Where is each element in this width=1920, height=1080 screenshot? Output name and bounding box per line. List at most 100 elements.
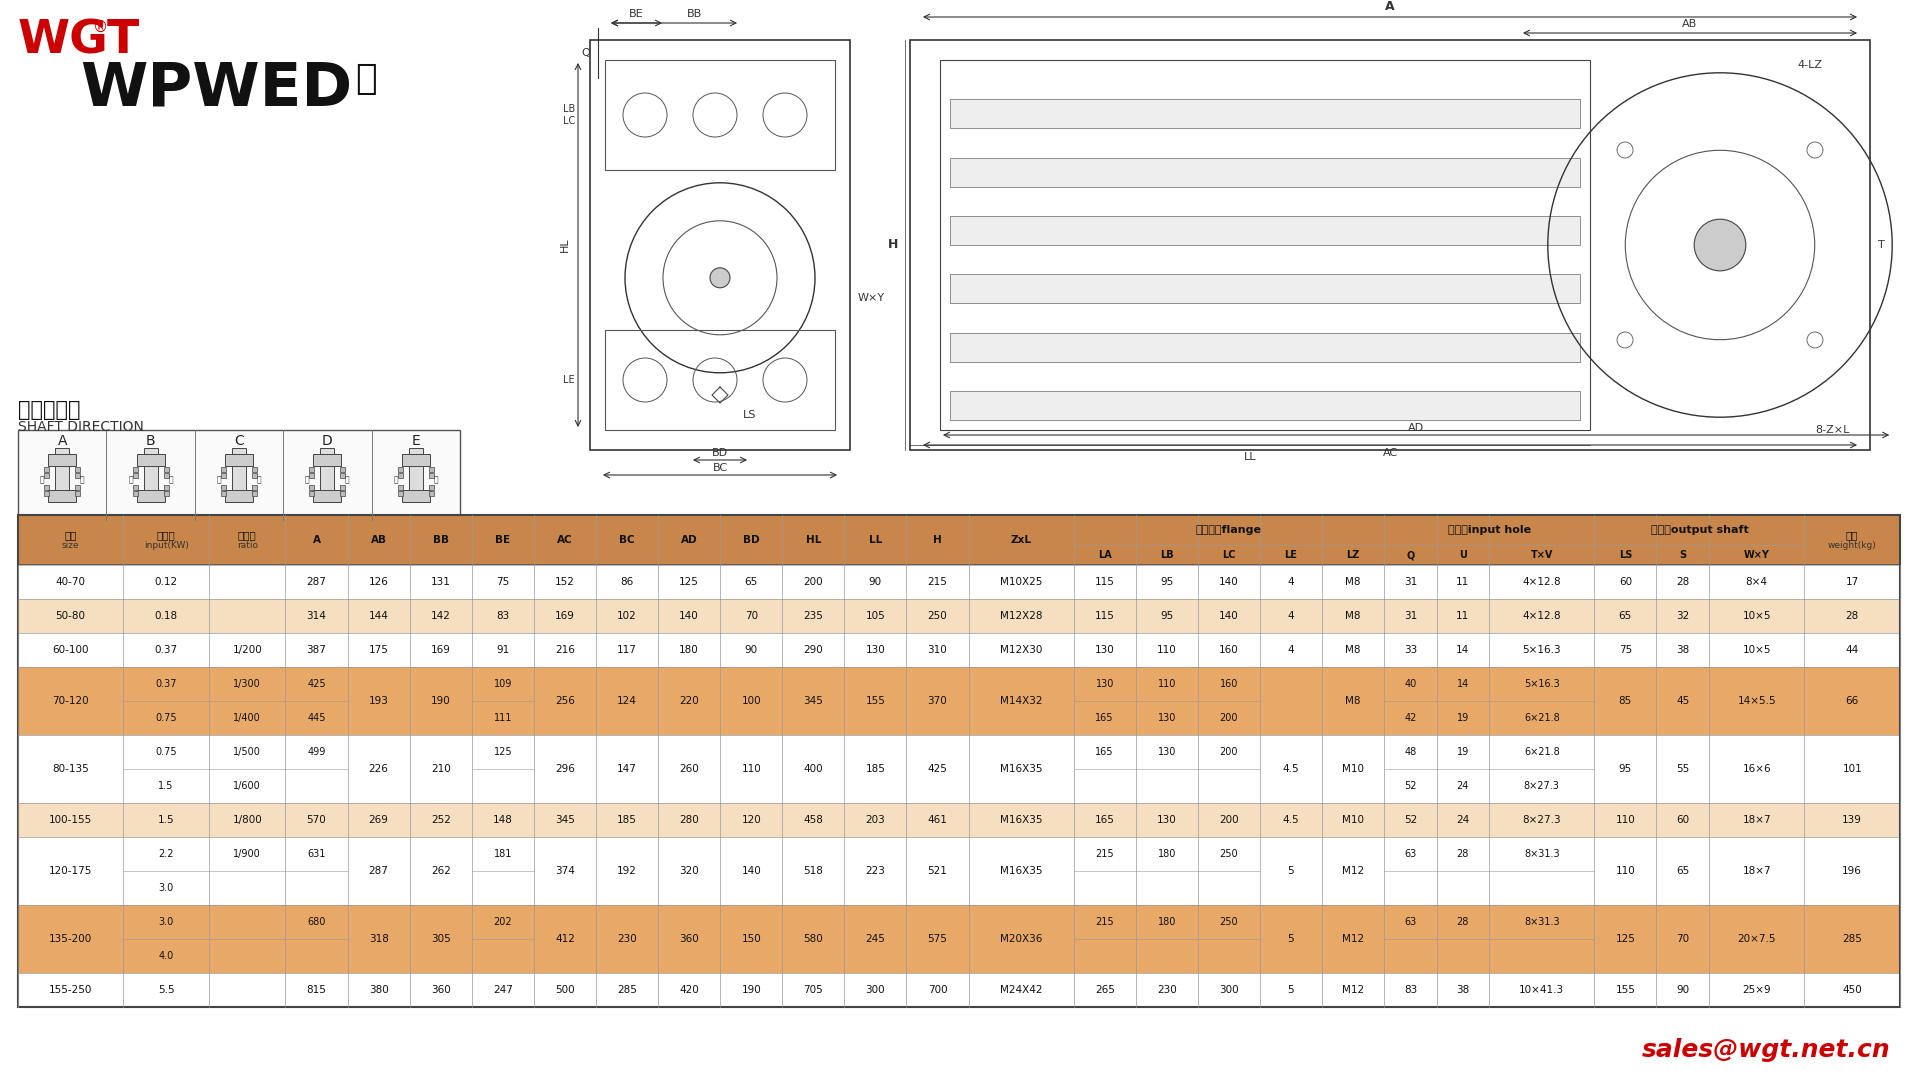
Text: 190: 190	[741, 985, 760, 995]
Text: 1/400: 1/400	[234, 713, 261, 723]
Text: M12: M12	[1342, 934, 1363, 944]
Text: 100-155: 100-155	[48, 815, 92, 825]
Text: 65: 65	[1619, 611, 1632, 621]
Text: 165: 165	[1096, 713, 1114, 723]
Text: C: C	[234, 434, 244, 448]
Text: 210: 210	[430, 764, 451, 774]
Text: 入: 入	[434, 475, 438, 485]
Text: 314: 314	[307, 611, 326, 621]
Bar	[252, 467, 257, 472]
Text: 252: 252	[430, 815, 451, 825]
Text: 215: 215	[927, 577, 947, 588]
Text: B: B	[146, 434, 156, 448]
Text: 296: 296	[555, 764, 574, 774]
Text: BB: BB	[685, 9, 701, 19]
Text: 203: 203	[866, 815, 885, 825]
Bar	[309, 473, 315, 478]
Text: Q: Q	[582, 48, 589, 58]
Text: 310: 310	[927, 645, 947, 654]
Text: 305: 305	[430, 934, 451, 944]
Text: 181: 181	[493, 849, 513, 859]
Text: 1.5: 1.5	[157, 815, 175, 825]
Text: 150: 150	[741, 934, 760, 944]
Text: 42: 42	[1404, 713, 1417, 723]
Text: 445: 445	[307, 713, 326, 723]
Text: 570: 570	[307, 815, 326, 825]
Text: 130: 130	[866, 645, 885, 654]
Text: 入: 入	[81, 475, 84, 485]
Bar	[401, 490, 430, 502]
Bar	[132, 491, 138, 496]
Text: 91: 91	[495, 645, 509, 654]
Bar	[428, 485, 434, 490]
Bar	[225, 454, 253, 465]
Bar	[17, 973, 1901, 1007]
Text: 345: 345	[803, 696, 824, 706]
Text: 4.5: 4.5	[1283, 764, 1300, 774]
Text: 165: 165	[1094, 815, 1116, 825]
Text: 52: 52	[1404, 781, 1417, 791]
Text: 144: 144	[369, 611, 388, 621]
Text: 287: 287	[369, 866, 388, 876]
Text: 型号: 型号	[63, 530, 77, 540]
Text: ZxL: ZxL	[1010, 535, 1031, 545]
Bar	[409, 448, 422, 502]
Text: 230: 230	[616, 934, 637, 944]
Text: 0.37: 0.37	[154, 645, 179, 654]
Text: 250: 250	[927, 611, 947, 621]
Text: 110: 110	[1615, 866, 1636, 876]
Bar	[132, 467, 138, 472]
Text: 32: 32	[1676, 611, 1690, 621]
Bar	[428, 473, 434, 478]
Text: W×Y: W×Y	[858, 293, 885, 302]
Text: 65: 65	[745, 577, 758, 588]
Text: 202: 202	[493, 917, 513, 927]
Bar	[17, 905, 1901, 973]
Text: LL: LL	[1244, 453, 1256, 462]
Text: 499: 499	[307, 747, 326, 757]
Text: 14: 14	[1457, 679, 1469, 689]
Text: LZ: LZ	[1346, 550, 1359, 561]
Text: 256: 256	[555, 696, 574, 706]
Text: 148: 148	[493, 815, 513, 825]
Text: M10: M10	[1342, 764, 1363, 774]
Bar	[941, 60, 1590, 430]
Text: M16X35: M16X35	[1000, 815, 1043, 825]
Bar	[950, 158, 1580, 187]
Bar	[397, 485, 403, 490]
Bar	[17, 515, 1901, 565]
Text: AD: AD	[1407, 423, 1425, 433]
Text: 230: 230	[1158, 985, 1177, 995]
Text: 19: 19	[1457, 747, 1469, 757]
Text: 115: 115	[1094, 611, 1116, 621]
Text: 320: 320	[680, 866, 699, 876]
Text: 型: 型	[355, 62, 376, 96]
Text: 220: 220	[680, 696, 699, 706]
Text: 285: 285	[1843, 934, 1862, 944]
Text: input(KW): input(KW)	[144, 541, 188, 551]
Text: 700: 700	[927, 985, 947, 995]
Text: 50-80: 50-80	[56, 611, 86, 621]
Text: 345: 345	[555, 815, 574, 825]
Text: 8×31.3: 8×31.3	[1524, 917, 1559, 927]
Text: 8×27.3: 8×27.3	[1523, 815, 1561, 825]
Text: M8: M8	[1346, 696, 1361, 706]
Text: 135-200: 135-200	[48, 934, 92, 944]
Bar	[950, 216, 1580, 245]
Bar	[340, 473, 346, 478]
Bar	[48, 454, 77, 465]
Text: 80-135: 80-135	[52, 764, 88, 774]
Text: 458: 458	[803, 815, 824, 825]
Text: 16×6: 16×6	[1741, 764, 1770, 774]
Text: 461: 461	[927, 815, 947, 825]
Bar	[44, 473, 50, 478]
Text: 3.0: 3.0	[159, 883, 173, 893]
Text: WGT: WGT	[17, 18, 140, 63]
Text: 235: 235	[803, 611, 824, 621]
Text: 130: 130	[1096, 679, 1114, 689]
Text: 120: 120	[741, 815, 760, 825]
Text: 70: 70	[1676, 934, 1690, 944]
Text: 110: 110	[1158, 645, 1177, 654]
Text: 185: 185	[866, 764, 885, 774]
Text: 出: 出	[129, 475, 132, 485]
